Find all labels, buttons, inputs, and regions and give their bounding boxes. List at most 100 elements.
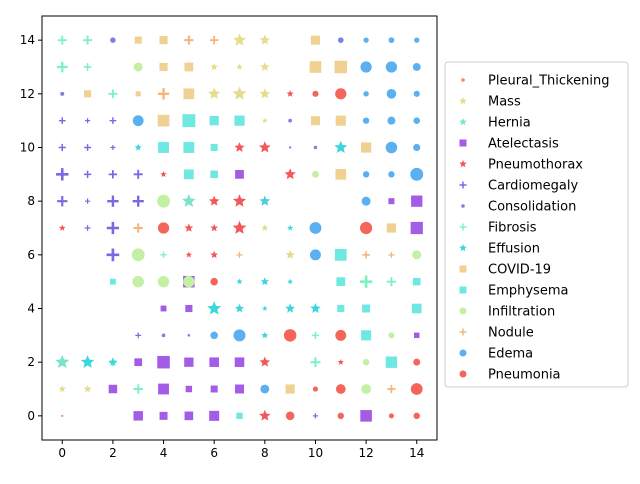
point-atelectasis [158, 383, 169, 395]
legend-label: Atelectasis [488, 137, 559, 152]
point-mass [83, 384, 92, 393]
legend-label: Nodule [488, 326, 534, 341]
point-hernia [182, 194, 196, 207]
point-edema [362, 117, 370, 124]
point-covid-19 [361, 142, 372, 153]
point-infiltration [361, 384, 372, 394]
legend-label: Effusion [488, 242, 540, 257]
point-cardiomegaly [56, 168, 69, 181]
point-effusion [236, 278, 243, 285]
point-fibrosis [133, 384, 143, 394]
legend-marker [459, 349, 467, 357]
point-atelectasis [157, 355, 170, 369]
point-infiltration [157, 275, 170, 288]
point-edema [363, 91, 369, 97]
x-axis: 0 2 4 6 8 10 12 14 [58, 440, 424, 460]
y-axis: 0 2 4 6 8 10 12 14 [20, 33, 42, 423]
point-effusion [285, 303, 296, 313]
legend-marker [459, 139, 467, 147]
point-covid-19 [134, 36, 142, 44]
legend-label: Fibrosis [488, 221, 537, 236]
point-pneumonia [285, 411, 295, 421]
point-cardiomegaly [58, 117, 66, 125]
point-fibrosis [83, 63, 92, 71]
point-cardiomegaly [106, 221, 120, 235]
legend-marker [459, 307, 467, 315]
plot-marks [55, 33, 424, 422]
point-infiltration [362, 358, 370, 366]
legend-marker [459, 286, 467, 294]
point-fibrosis [359, 275, 373, 288]
legend-marker [459, 96, 467, 105]
point-edema [414, 37, 420, 43]
point-consolidation [288, 118, 293, 123]
point-cardiomegaly [85, 118, 91, 124]
point-atelectasis [184, 357, 194, 367]
point-mass [236, 63, 243, 70]
x-tick-label: 0 [58, 446, 66, 460]
point-atelectasis [360, 410, 372, 422]
point-edema [413, 117, 421, 124]
point-atelectasis [134, 358, 143, 367]
point-covid-19 [309, 61, 322, 73]
point-pneumonia [312, 90, 319, 97]
point-effusion [108, 357, 118, 366]
point-edema [385, 61, 398, 73]
point-mass [260, 62, 270, 71]
point-covid-19 [285, 384, 295, 394]
point-emphysema [236, 412, 243, 420]
point-effusion [259, 195, 270, 206]
point-pleural-thickening [61, 414, 64, 417]
point-pneumonia [335, 329, 347, 341]
point-mass [210, 63, 218, 71]
point-pneumothorax [259, 409, 271, 421]
x-tick-label: 12 [358, 446, 373, 460]
point-edema [388, 37, 395, 44]
point-infiltration [133, 62, 143, 72]
point-emphysema [385, 356, 398, 368]
point-cardiomegaly [108, 170, 118, 179]
point-covid-19 [84, 90, 92, 98]
point-mass [208, 87, 221, 99]
point-pneumonia [157, 222, 170, 234]
point-cardiomegaly [109, 117, 117, 125]
point-infiltration [388, 332, 395, 339]
point-consolidation [110, 37, 116, 43]
x-tick-label: 10 [308, 446, 323, 460]
point-pneumonia [413, 412, 420, 420]
point-effusion [260, 277, 269, 286]
point-cardiomegaly [57, 196, 68, 207]
axes-frame [41, 15, 438, 441]
point-edema [210, 331, 218, 340]
point-edema [410, 167, 424, 181]
point-nodule [133, 223, 143, 233]
point-pneumothorax [232, 220, 247, 234]
point-atelectasis [159, 411, 168, 420]
point-nodule [184, 35, 194, 45]
point-atelectasis [411, 195, 423, 207]
point-atelectasis [133, 411, 143, 421]
point-mass [285, 250, 295, 259]
point-edema [362, 171, 370, 178]
point-atelectasis [413, 332, 420, 339]
legend-label: Consolidation [488, 200, 576, 215]
y-tick-label: 14 [20, 33, 35, 47]
point-pneumothorax [185, 251, 192, 258]
point-covid-19 [310, 116, 320, 126]
point-pneumonia [312, 386, 319, 392]
point-emphysema [109, 278, 116, 285]
point-emphysema [183, 169, 194, 180]
y-tick-label: 0 [27, 409, 35, 423]
point-edema [310, 249, 321, 261]
point-cardiomegaly [84, 198, 91, 204]
point-emphysema [234, 115, 245, 126]
legend-label: Pleural_Thickening [488, 74, 609, 89]
point-edema [413, 90, 420, 97]
point-edema [361, 196, 371, 206]
point-covid-19 [157, 114, 170, 127]
point-atelectasis [185, 304, 193, 313]
point-emphysema [362, 304, 371, 313]
point-consolidation [337, 37, 344, 43]
x-tick-label: 6 [210, 446, 218, 460]
point-cardiomegaly [84, 225, 91, 231]
